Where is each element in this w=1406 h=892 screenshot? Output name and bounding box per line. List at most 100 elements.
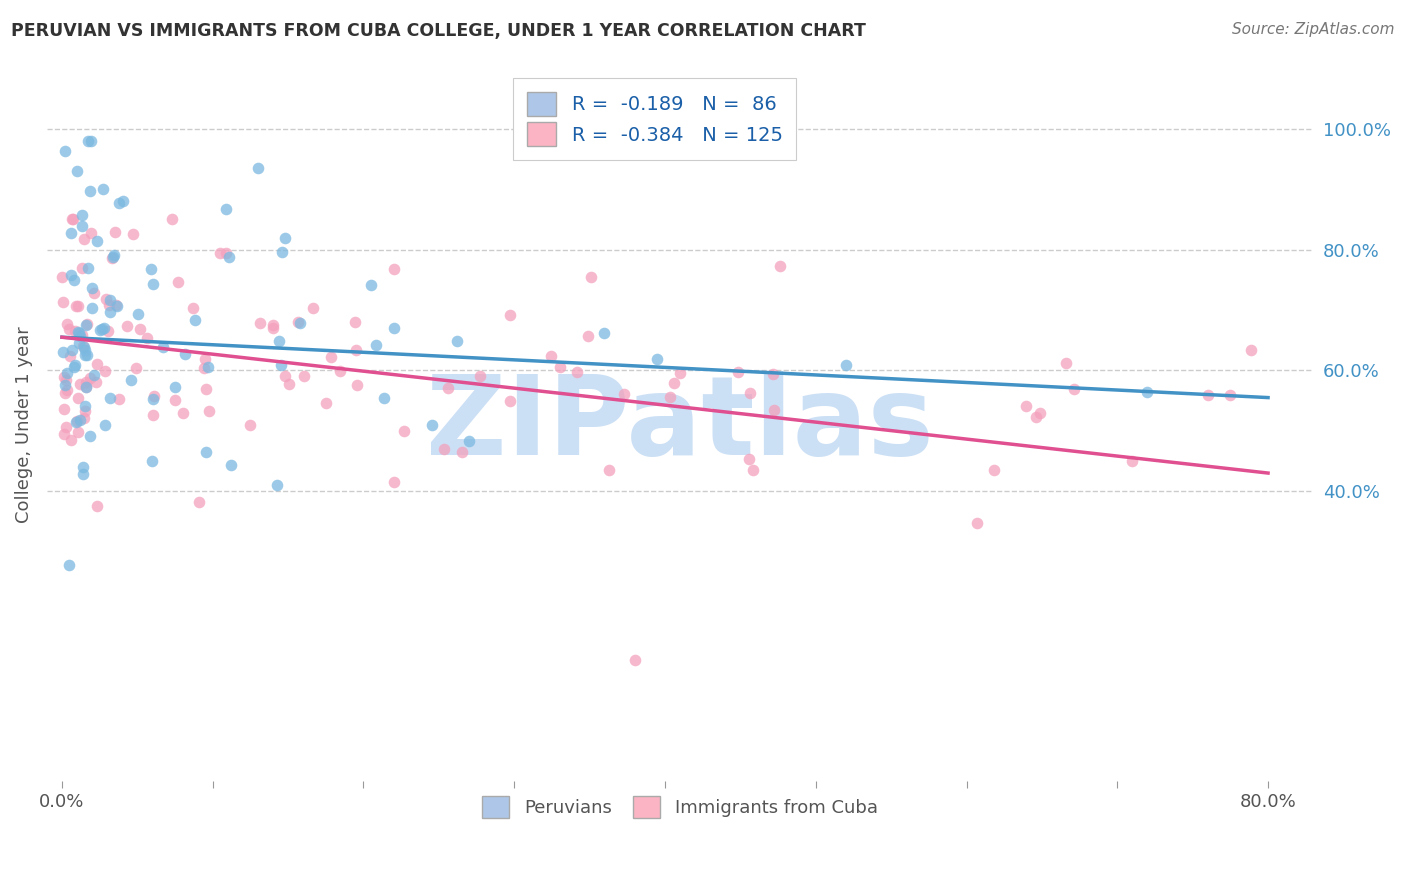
Point [112, 194, 135, 209]
Point [82, 281, 104, 295]
Point [142, 408, 165, 422]
Point [329, 363, 352, 377]
Point [75, 380, 97, 394]
Point [499, 394, 522, 409]
Point [762, 367, 785, 381]
Point [1056, 356, 1078, 370]
Point [540, 349, 562, 363]
Point [60, 268, 83, 283]
Point [100, 251, 122, 265]
Point [69, 376, 91, 391]
Point [437, 381, 460, 395]
Point [73, 232, 96, 246]
Point [73, 411, 96, 425]
Point [75, 404, 97, 418]
Y-axis label: College, Under 1 year: College, Under 1 year [15, 326, 32, 523]
Point [173, 347, 195, 361]
Point [63, 360, 86, 375]
Point [94, 292, 117, 306]
Point [392, 425, 415, 439]
Point [1239, 343, 1261, 357]
Point [344, 315, 367, 329]
Point [382, 261, 405, 276]
Point [56, 366, 79, 380]
Point [77, 134, 100, 148]
Point [53, 426, 76, 441]
Point [373, 391, 395, 405]
Point [239, 418, 262, 433]
Point [70, 219, 93, 233]
Point [262, 320, 284, 334]
Point [72, 338, 94, 352]
Point [53, 378, 76, 392]
Point [80, 227, 103, 241]
Point [66, 425, 89, 440]
Point [52, 402, 75, 417]
Point [288, 316, 311, 330]
Point [72, 467, 94, 481]
Point [613, 386, 636, 401]
Point [76, 318, 98, 332]
Point [55, 419, 77, 434]
Point [86, 357, 108, 371]
Point [669, 366, 692, 380]
Point [315, 396, 337, 410]
Point [72, 260, 94, 275]
Point [740, 386, 762, 401]
Point [163, 380, 186, 394]
Point [52, 345, 75, 359]
Point [51, 269, 73, 284]
Point [86, 500, 108, 514]
Point [79, 429, 101, 443]
Point [446, 334, 468, 349]
Point [598, 463, 620, 477]
Point [262, 318, 284, 333]
Point [458, 434, 481, 448]
Point [194, 351, 217, 366]
Point [274, 368, 297, 383]
Point [662, 376, 685, 391]
Point [762, 403, 785, 417]
Point [966, 516, 988, 530]
Point [163, 393, 186, 408]
Point [60, 343, 83, 358]
Point [97, 325, 120, 339]
Point [67, 325, 90, 339]
Point [63, 324, 86, 338]
Point [67, 326, 90, 340]
Point [287, 315, 309, 329]
Point [143, 389, 166, 403]
Point [1136, 384, 1159, 399]
Point [645, 351, 668, 366]
Point [58, 558, 80, 572]
Point [97, 298, 120, 312]
Point [108, 392, 131, 407]
Point [141, 261, 163, 276]
Point [93, 320, 115, 334]
Point [53, 144, 76, 158]
Point [63, 358, 86, 372]
Point [75, 379, 97, 393]
Text: Source: ZipAtlas.com: Source: ZipAtlas.com [1232, 22, 1395, 37]
Point [364, 338, 387, 352]
Point [56, 383, 79, 397]
Point [120, 373, 142, 387]
Text: PERUVIAN VS IMMIGRANTS FROM CUBA COLLEGE, UNDER 1 YEAR CORRELATION CHART: PERUVIAN VS IMMIGRANTS FROM CUBA COLLEGE… [11, 22, 866, 40]
Point [249, 316, 271, 330]
Point [141, 454, 163, 468]
Point [433, 442, 456, 456]
Point [152, 340, 174, 354]
Point [197, 404, 219, 418]
Point [346, 378, 368, 392]
Point [382, 320, 405, 334]
Point [83, 368, 105, 383]
Point [77, 260, 100, 275]
Point [65, 415, 87, 429]
Point [103, 248, 125, 262]
Point [80, 301, 103, 315]
Point [122, 227, 145, 241]
Point [194, 445, 217, 459]
Point [52, 294, 75, 309]
Point [1029, 406, 1052, 420]
Point [75, 318, 97, 333]
